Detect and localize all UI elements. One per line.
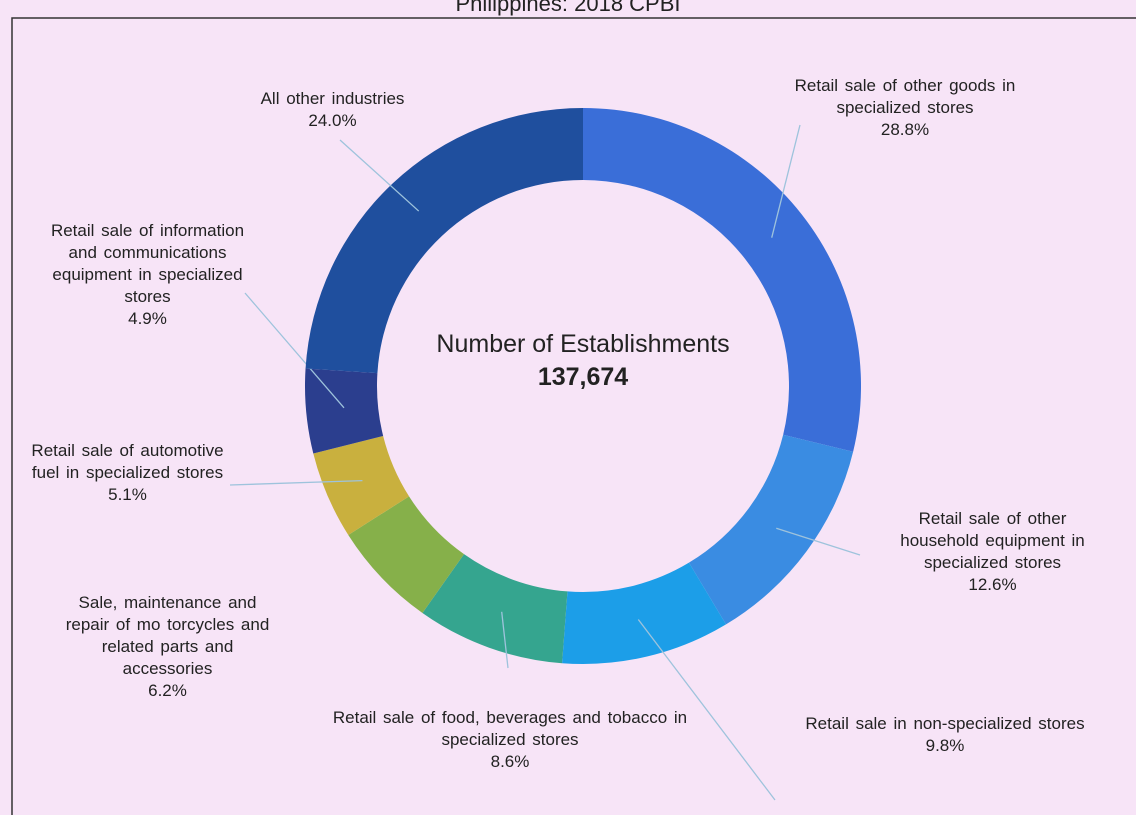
- category-label: Sale, maintenance and repair of mo torcy…: [65, 593, 270, 678]
- donut-slice: [688, 434, 854, 625]
- leader-line: [501, 611, 509, 669]
- value-label: 4.9%: [128, 309, 167, 328]
- slice-label: Sale, maintenance and repair of mo torcy…: [60, 592, 275, 702]
- leader-line: [339, 139, 420, 212]
- donut-slice: [305, 368, 384, 454]
- slice-label: Retail sale of other goods in specialize…: [790, 75, 1020, 141]
- slice-label: Retail sale in non-specialized stores 9.8…: [790, 713, 1100, 757]
- slice-label: Retail sale of information and communica…: [50, 220, 245, 330]
- value-label: 28.8%: [880, 120, 930, 139]
- slice-label: All other industries 24.0%: [230, 88, 435, 132]
- donut-slice: [422, 554, 568, 664]
- donut-slice: [305, 108, 583, 374]
- leader-line: [637, 619, 776, 801]
- frame: [11, 17, 1136, 815]
- donut-slice: [583, 108, 861, 452]
- center-value: 137,674: [537, 363, 629, 391]
- value-label: 6.2%: [148, 681, 187, 700]
- slice-label: Retail sale of automotive fuel in specia…: [30, 440, 225, 506]
- leader-line: [776, 527, 861, 556]
- value-label: 24.0%: [308, 111, 357, 130]
- slice-label: Retail sale of other household equipment…: [880, 508, 1105, 596]
- leader-line: [244, 292, 345, 409]
- value-label: 9.8%: [925, 736, 965, 755]
- category-label: Retail sale of information and communica…: [50, 221, 245, 306]
- donut-slice: [348, 496, 465, 613]
- donut-slice: [313, 435, 410, 535]
- category-label: Retail sale in non-specialized stores: [805, 714, 1085, 733]
- value-label: 5.1%: [108, 485, 147, 504]
- category-label: Retail sale of food, beverages and tobac…: [332, 708, 688, 749]
- value-label: 8.6%: [490, 752, 530, 771]
- category-label: Retail sale of other household equipment…: [900, 509, 1085, 572]
- center-text: Number of Establishments 137,674: [383, 330, 783, 392]
- category-label: Retail sale of automotive fuel in specia…: [31, 441, 224, 482]
- leader-line: [229, 479, 363, 486]
- center-label: Number of Establishments: [436, 330, 730, 358]
- leader-line: [771, 124, 801, 238]
- slice-label: Retail sale of food, beverages and tobac…: [325, 707, 695, 773]
- category-label: All other industries: [260, 89, 405, 108]
- donut-slice: [562, 562, 727, 664]
- chart-title: Philippines: 2018 CPBI: [455, 0, 681, 16]
- value-label: 12.6%: [968, 575, 1017, 594]
- category-label: Retail sale of other goods in specialize…: [794, 76, 1016, 117]
